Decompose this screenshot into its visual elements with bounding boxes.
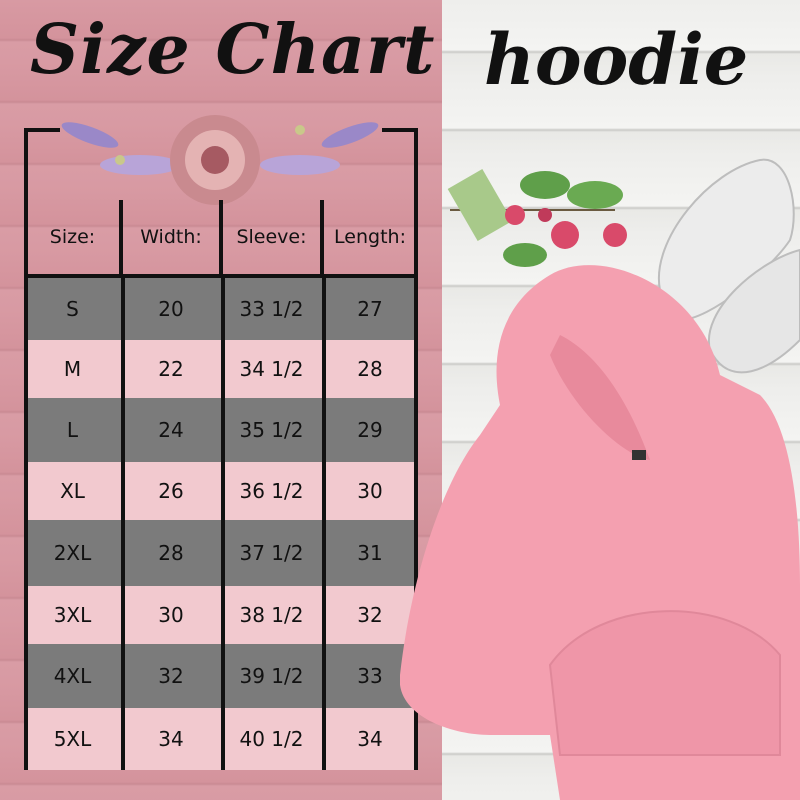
- cell-size: L: [66, 418, 79, 442]
- cell-width: 32: [158, 664, 184, 688]
- cell-length: 30: [357, 479, 383, 503]
- cell-width: 30: [158, 603, 184, 627]
- cell-size: 2XL: [53, 541, 92, 565]
- cell-sleeve: 33 1/2: [239, 297, 304, 321]
- cell-width: 28: [158, 541, 184, 565]
- cell-sleeve: 34 1/2: [239, 357, 304, 381]
- cell-length: 27: [357, 297, 383, 321]
- pink-hoodie-icon: [400, 265, 800, 800]
- product-title: hoodie: [484, 18, 749, 101]
- cell-length: 28: [357, 357, 383, 381]
- size-chart-title: Size Chart: [30, 10, 436, 90]
- cell-sleeve: 38 1/2: [239, 603, 304, 627]
- cell-width: 26: [158, 479, 184, 503]
- cell-length: 34: [357, 727, 383, 751]
- cell-width: 34: [158, 727, 184, 751]
- header-length: Length:: [334, 226, 406, 248]
- cell-width: 22: [158, 357, 184, 381]
- cell-width: 24: [158, 418, 184, 442]
- header-width: Width:: [140, 226, 202, 248]
- cell-length: 29: [357, 418, 383, 442]
- cell-size: M: [63, 357, 82, 381]
- header-sleeve: Sleeve:: [236, 226, 307, 248]
- cell-size: S: [66, 297, 79, 321]
- cell-length: 31: [357, 541, 383, 565]
- cell-sleeve: 39 1/2: [239, 664, 304, 688]
- flower-sprig-icon: [447, 169, 627, 267]
- sneakers-icon: [657, 158, 800, 374]
- cell-sleeve: 40 1/2: [239, 727, 304, 751]
- cell-size: 4XL: [53, 664, 92, 688]
- floral-decoration-icon: [61, 115, 379, 205]
- cell-length: 33: [357, 664, 383, 688]
- cell-sleeve: 35 1/2: [239, 418, 304, 442]
- cell-sleeve: 36 1/2: [239, 479, 304, 503]
- cell-length: 32: [357, 603, 383, 627]
- cell-size: 3XL: [53, 603, 92, 627]
- header-size: Size:: [49, 226, 96, 248]
- cell-width: 20: [158, 297, 184, 321]
- cell-size: XL: [60, 479, 85, 503]
- table-header-row: Size: Width: Sleeve: Length:: [24, 200, 418, 274]
- cell-size: 5XL: [53, 727, 92, 751]
- cell-sleeve: 37 1/2: [239, 541, 304, 565]
